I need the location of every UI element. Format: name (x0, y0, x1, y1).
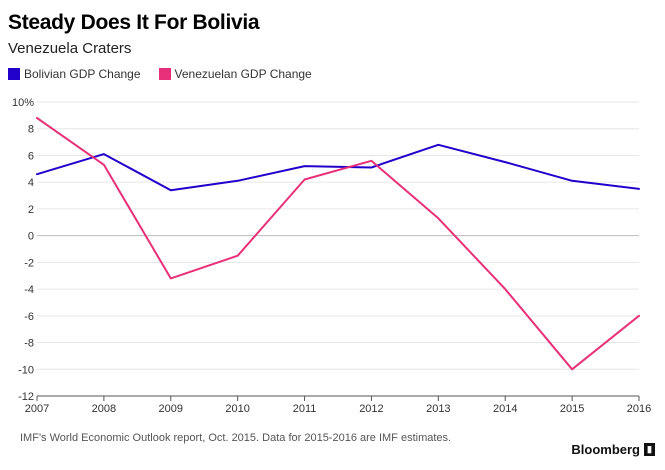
series-line-bolivia (36, 143, 640, 192)
legend-swatch-venezuela (158, 68, 171, 80)
y-tick-label: 2 (28, 204, 34, 216)
x-tick-label: 2014 (493, 403, 517, 415)
brand-logo: Bloomberg ▮ (571, 442, 655, 457)
x-tick-label: 2013 (426, 403, 450, 415)
brand-name: Bloomberg (571, 442, 640, 457)
y-tick-label: 0 (28, 231, 34, 243)
legend-item-bolivia: Bolivian GDP Change (8, 67, 141, 81)
y-tick-label: 6 (28, 150, 34, 162)
x-tick-label: 2012 (359, 403, 383, 415)
legend-swatch-bolivia (8, 68, 20, 80)
source-footnote: IMF's World Economic Outlook report, Oct… (20, 432, 452, 444)
y-tick-label: 4 (28, 177, 34, 189)
x-tick-label: 2016 (627, 403, 651, 415)
series-line-venezuela (36, 117, 640, 371)
legend-label-venezuela: Venezuelan GDP Change (174, 67, 312, 81)
x-tick-label: 2009 (159, 403, 183, 415)
y-tick-label: 8 (28, 124, 34, 136)
y-tick-label: -4 (24, 284, 34, 296)
x-tick-label: 2015 (560, 403, 584, 415)
legend-label-bolivia: Bolivian GDP Change (24, 67, 141, 81)
x-tick-label: 2010 (225, 403, 249, 415)
legend-item-venezuela: Venezuelan GDP Change (158, 67, 312, 81)
chart-title: Steady Does It For Bolivia (8, 11, 260, 34)
y-tick-label: 10% (12, 97, 34, 109)
y-tick-label: -6 (24, 311, 34, 323)
y-tick-label: -12 (18, 391, 34, 403)
x-tick-label: 2011 (293, 403, 317, 415)
y-tick-label: -2 (24, 257, 34, 269)
y-tick-label: -10 (18, 364, 34, 376)
x-tick-label: 2008 (92, 403, 116, 415)
legend: Bolivian GDP Change Venezuelan GDP Chang… (8, 67, 312, 81)
x-tick-label: 2007 (25, 403, 49, 415)
bloomberg-logo-icon: ▮ (644, 443, 655, 456)
y-tick-label: -8 (24, 338, 34, 350)
chart-subtitle: Venezuela Craters (8, 40, 132, 57)
